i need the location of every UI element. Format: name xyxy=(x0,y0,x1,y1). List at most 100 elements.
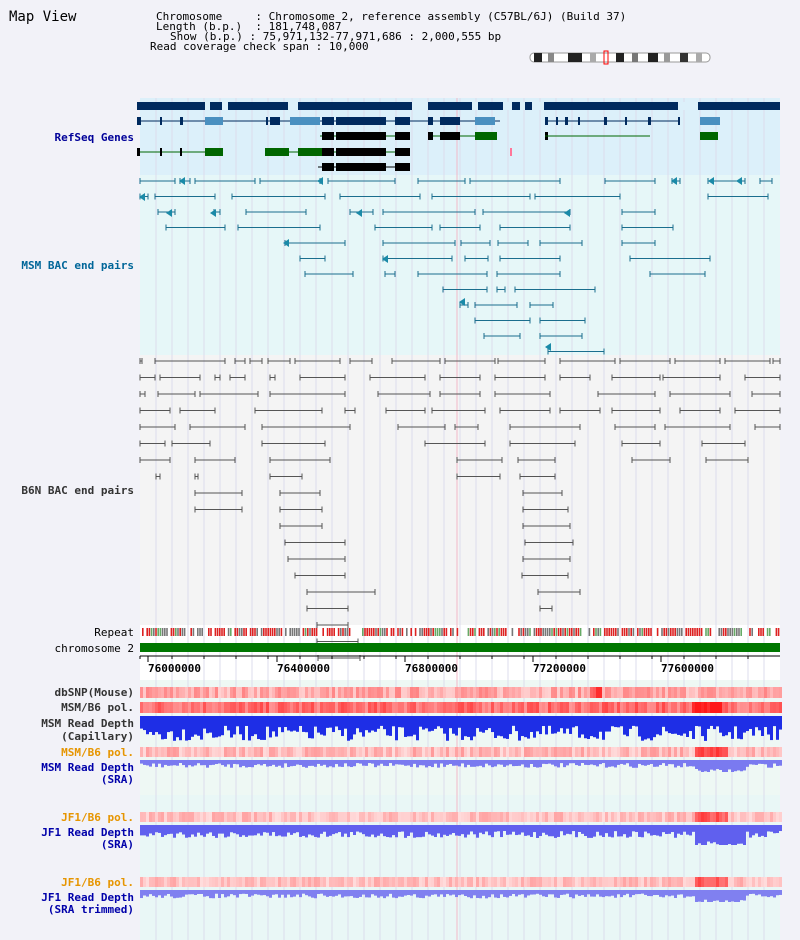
read-depth-bar xyxy=(698,716,701,727)
track-label-msm-depth-sra-1[interactable]: MSM Read Depth xyxy=(41,761,134,774)
read-depth-bar xyxy=(326,760,329,768)
polymorphism-heat xyxy=(239,687,242,698)
polymorphism-heat xyxy=(764,877,767,887)
read-depth-bar xyxy=(347,716,350,741)
read-depth-bar xyxy=(611,890,614,896)
track-label-chromosome[interactable]: chromosome 2 xyxy=(54,642,134,655)
read-depth-bar xyxy=(560,825,563,832)
read-depth-bar xyxy=(626,716,629,737)
track-label-jf1-b6-pol-1[interactable]: JF1/B6 pol. xyxy=(61,811,134,824)
polymorphism-heat xyxy=(764,747,767,757)
repeat-mark xyxy=(575,628,577,636)
repeat-mark xyxy=(731,628,734,636)
read-depth-bar xyxy=(392,716,395,727)
read-depth-bar xyxy=(176,716,179,738)
repeat-mark xyxy=(665,628,668,636)
polymorphism-heat xyxy=(251,687,254,698)
polymorphism-heat xyxy=(440,812,443,822)
read-depth-bar xyxy=(674,760,677,768)
repeat-mark xyxy=(623,628,626,636)
read-depth-bar xyxy=(290,716,293,732)
track-label-jf1-b6-pol-2[interactable]: JF1/B6 pol. xyxy=(61,876,134,889)
read-depth-bar xyxy=(773,890,776,898)
repeat-mark xyxy=(487,628,489,636)
polymorphism-heat xyxy=(422,687,425,698)
polymorphism-heat xyxy=(317,877,320,887)
track-label-jf1-depth-sra-1[interactable]: JF1 Read Depth xyxy=(41,826,134,839)
polymorphism-heat xyxy=(383,747,386,757)
polymorphism-heat xyxy=(305,702,308,713)
polymorphism-heat xyxy=(365,702,368,713)
read-depth-bar xyxy=(587,825,590,838)
polymorphism-heat xyxy=(230,702,233,713)
read-depth-bar xyxy=(158,760,161,764)
polymorphism-heat xyxy=(347,877,350,887)
read-depth-bar xyxy=(674,716,677,734)
read-depth-bar xyxy=(170,716,173,732)
header-show: Show (b.p.) : 75,971,132-77,971,686 : 2,… xyxy=(170,30,502,43)
read-depth-bar xyxy=(155,890,158,898)
read-depth-bar xyxy=(239,716,242,735)
track-label-msm-b6-pol-1[interactable]: MSM/B6 pol. xyxy=(61,701,134,714)
track-label-jf1-depth-trim-1[interactable]: JF1 Read Depth xyxy=(41,891,134,904)
read-depth-bar xyxy=(308,716,311,739)
polymorphism-heat xyxy=(215,687,218,698)
read-depth-bar xyxy=(296,825,299,833)
read-depth-bar xyxy=(182,890,185,897)
polymorphism-heat xyxy=(287,747,290,757)
polymorphism-heat xyxy=(665,747,668,757)
polymorphism-heat xyxy=(674,812,677,822)
track-label-refseq[interactable]: RefSeq Genes xyxy=(54,131,134,144)
polymorphism-heat xyxy=(503,687,506,698)
polymorphism-heat xyxy=(560,812,563,822)
read-depth-bar xyxy=(767,716,770,735)
polymorphism-heat xyxy=(146,702,149,713)
polymorphism-heat xyxy=(611,702,614,713)
polymorphism-heat xyxy=(389,812,392,822)
polymorphism-heat xyxy=(410,812,413,822)
repeat-mark xyxy=(245,628,247,636)
polymorphism-heat xyxy=(680,702,683,713)
repeat-mark xyxy=(379,628,382,636)
polymorphism-heat xyxy=(254,877,257,887)
read-depth-bar xyxy=(743,825,746,845)
polymorphism-heat xyxy=(548,747,551,757)
read-depth-bar xyxy=(542,760,545,764)
polymorphism-heat xyxy=(371,747,374,757)
repeat-mark xyxy=(214,628,217,636)
polymorphism-heat xyxy=(704,747,707,757)
polymorphism-heat xyxy=(158,702,161,713)
polymorphism-heat xyxy=(200,747,203,757)
read-depth-bar xyxy=(557,890,560,898)
read-depth-bar xyxy=(572,716,575,728)
read-depth-bar xyxy=(314,716,317,727)
polymorphism-heat xyxy=(593,877,596,887)
read-depth-bar xyxy=(215,890,218,894)
read-depth-bar xyxy=(470,890,473,899)
polymorphism-heat xyxy=(260,747,263,757)
read-depth-bar xyxy=(665,760,668,766)
polymorphism-heat xyxy=(494,702,497,713)
polymorphism-heat xyxy=(632,812,635,822)
read-depth-bar xyxy=(410,716,413,737)
polymorphism-heat xyxy=(341,812,344,822)
repeat-mark xyxy=(560,628,562,636)
track-label-msm-b6-pol-2[interactable]: MSM/B6 pol. xyxy=(61,746,134,759)
gene-exon xyxy=(475,117,495,125)
read-depth-bar xyxy=(770,760,773,768)
polymorphism-heat xyxy=(338,747,341,757)
track-label-dbsnp[interactable]: dbSNP(Mouse) xyxy=(54,686,134,699)
polymorphism-heat xyxy=(218,687,221,698)
repeat-mark xyxy=(439,628,441,636)
track-label-repeat[interactable]: Repeat xyxy=(94,626,134,639)
polymorphism-heat xyxy=(281,687,284,698)
polymorphism-heat xyxy=(176,702,179,713)
read-depth-bar xyxy=(482,825,485,835)
read-depth-bar xyxy=(653,890,656,896)
polymorphism-heat xyxy=(329,702,332,713)
track-label-msm-depth-cap-1[interactable]: MSM Read Depth xyxy=(41,717,134,730)
read-depth-bar xyxy=(779,760,782,766)
track-label-b6n-bac[interactable]: B6N BAC end pairs xyxy=(21,484,134,497)
track-label-msm-bac[interactable]: MSM BAC end pairs xyxy=(21,259,134,272)
